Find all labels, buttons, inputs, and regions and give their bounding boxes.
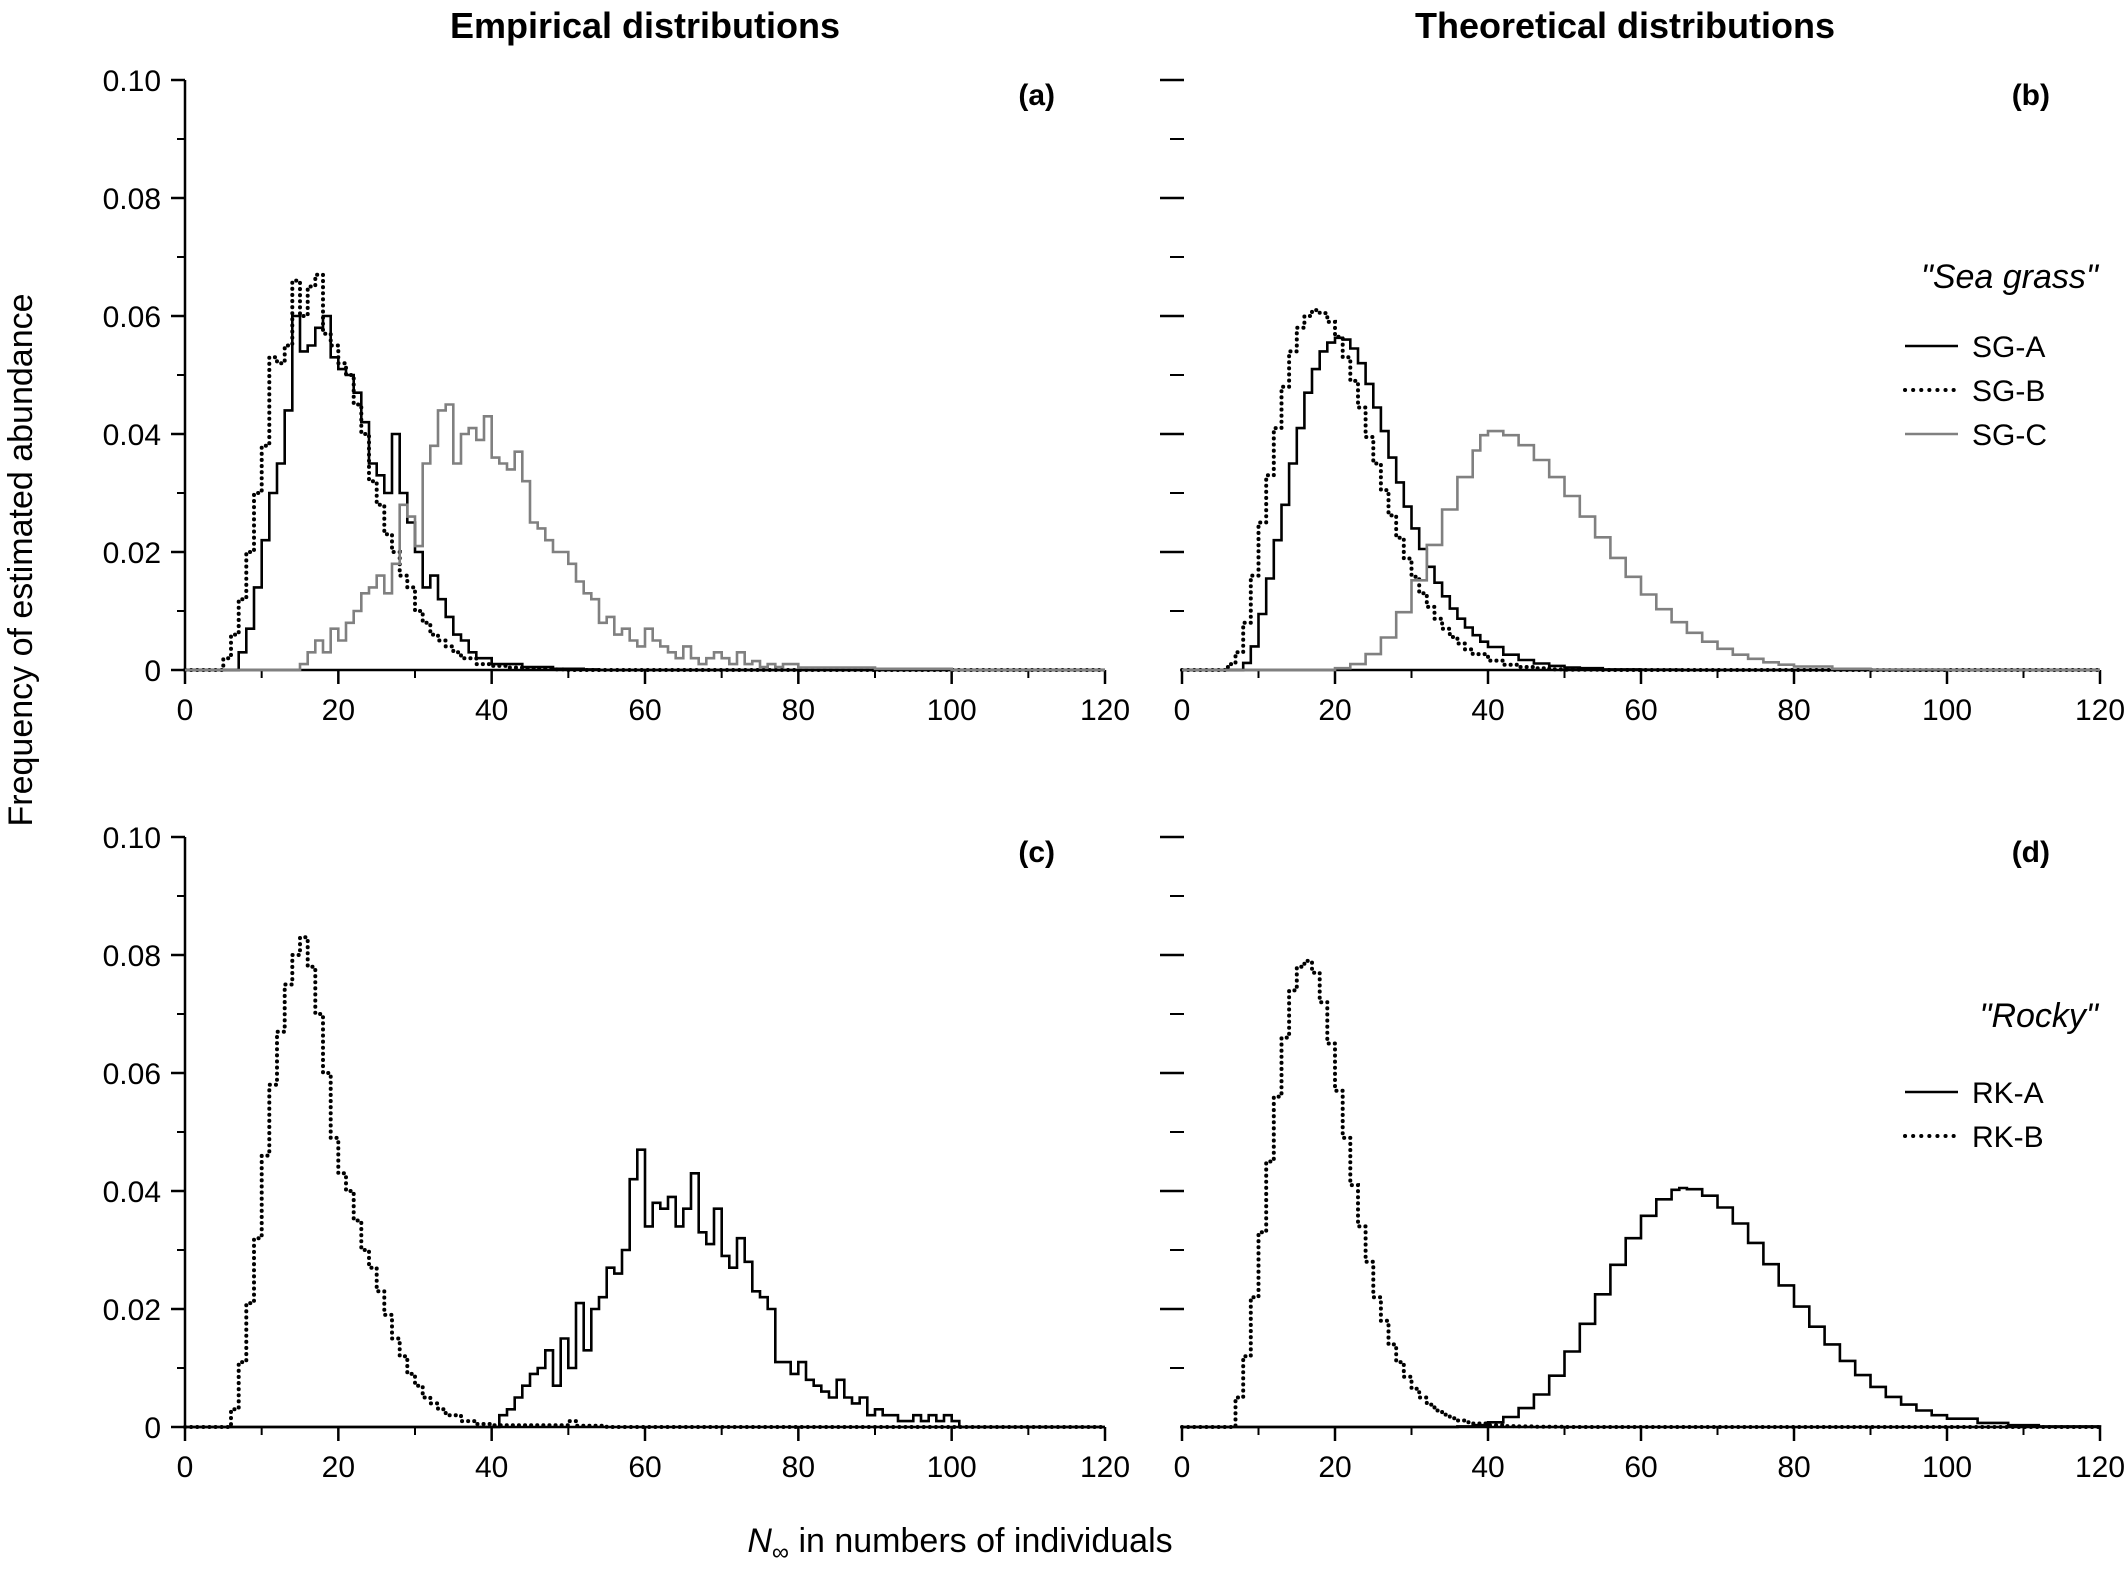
x-tick-label: 40 [475,1451,508,1484]
legend: "Sea grass" SG-A SG-B SG-C [1903,258,2100,452]
panel-b: 0 20 40 60 80 100 120 (b) "Sea grass" SG-A SG-B SG-… [1160,78,2125,727]
legend-title: "Rocky" [1979,997,2100,1035]
x-tick-label: 120 [2075,694,2125,727]
legend-label-sg-c: SG-C [1972,419,2047,452]
panel-label: (a) [1018,79,1055,112]
x-axis-title: N∞ in numbers of individuals [747,1522,1172,1566]
legend-label-sg-b: SG-B [1972,375,2045,408]
x-tick-label: 20 [322,1451,355,1484]
x-tick-label: 0 [1174,1451,1191,1484]
x-axis-symbol: N [747,1522,772,1560]
x-tick-label: 100 [927,694,977,727]
panel-d: 0 20 40 60 80 100 120 (d) "Rocky" RK-A RK-B [1160,835,2125,1484]
x-tick-label: 60 [1624,1451,1657,1484]
x-tick-label: 0 [177,1451,194,1484]
y-axis-title: Frequency of estimated abundance [2,293,40,826]
x-tick-label: 80 [782,1451,815,1484]
x-tick-label: 20 [1318,694,1351,727]
x-tick-label: 20 [1318,1451,1351,1484]
x-tick-label: 120 [1080,1451,1130,1484]
x-tick-label: 120 [2075,1451,2125,1484]
legend-title: "Sea grass" [1921,258,2100,296]
panel-c: 0 20 40 60 80 100 120 0 0.02 0.04 0.06 0.08 0.10 (c) [103,822,1130,1484]
x-tick-label: 100 [927,1451,977,1484]
y-tick-label: 0 [144,655,161,688]
series-rk-a-line [1182,1186,2102,1429]
legend-label-rk-b: RK-B [1972,1121,2044,1154]
panel-label: (d) [2012,836,2050,869]
x-tick-label: 80 [1777,694,1810,727]
x-axis-rest: in numbers of individuals [789,1522,1173,1560]
panel-label: (c) [1018,836,1055,869]
y-tick-label: 0.02 [103,537,161,570]
series-sg-c-line [185,403,1105,672]
x-tick-label: 40 [475,694,508,727]
y-tick-label: 0.08 [103,940,161,973]
y-tick-label: 0.10 [103,822,161,855]
legend-label-rk-a: RK-A [1972,1077,2044,1110]
x-tick-label: 120 [1080,694,1130,727]
x-tick-label: 0 [1174,694,1191,727]
x-tick-label: 60 [1624,694,1657,727]
x-tick-label: 60 [628,1451,661,1484]
y-tick-label: 0.10 [103,65,161,98]
x-tick-label: 80 [782,694,815,727]
legend-label-sg-a: SG-A [1972,331,2045,364]
series-sg-a-line [1182,336,2100,672]
x-tick-label: 60 [628,694,661,727]
panel-label: (b) [2012,79,2050,112]
series-rk-b-line [183,935,1107,1429]
x-tick-label: 40 [1471,1451,1504,1484]
y-tick-label: 0 [144,1412,161,1445]
x-tick-label: 80 [1777,1451,1810,1484]
column-title-empirical: Empirical distributions [450,5,840,46]
y-tick-label: 0.06 [103,301,161,334]
panel-a: 0 20 40 60 80 100 120 0 0.02 0.04 0.06 0.08 0.10 (a) [103,65,1130,727]
series-rk-a-line [185,1148,1105,1429]
x-tick-label: 20 [322,694,355,727]
x-tick-label: 0 [177,694,194,727]
y-tick-label: 0.06 [103,1058,161,1091]
y-tick-label: 0.04 [103,419,161,452]
series-rk-b-line [1180,958,2102,1429]
series-sg-c-line [1182,429,2100,672]
series-sg-a-line [185,314,1105,672]
y-tick-label: 0.02 [103,1294,161,1327]
series-sg-b-line [183,272,1107,672]
x-tick-label: 40 [1471,694,1504,727]
x-tick-label: 100 [1922,694,1972,727]
column-title-theoretical: Theoretical distributions [1415,5,1835,46]
x-tick-label: 100 [1922,1451,1972,1484]
legend: "Rocky" RK-A RK-B [1903,997,2100,1154]
y-tick-label: 0.08 [103,183,161,216]
y-tick-label: 0.04 [103,1176,161,1209]
x-axis-subscript: ∞ [772,1539,789,1566]
series-sg-b-line [1180,308,2102,672]
